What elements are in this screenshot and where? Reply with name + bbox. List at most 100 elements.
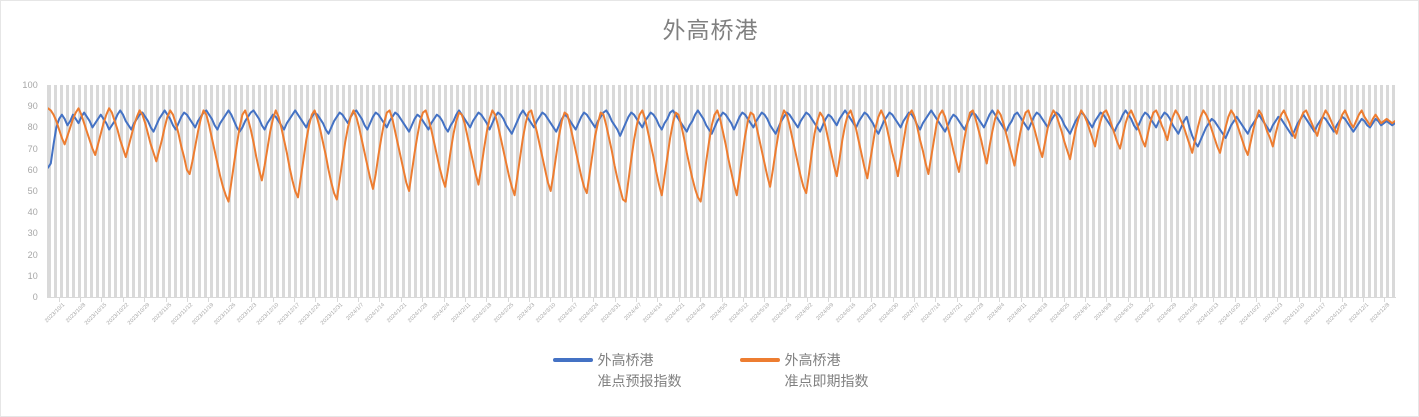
y-tick-label: 40 bbox=[27, 207, 38, 218]
x-tick-mark bbox=[721, 298, 723, 302]
x-tick-mark bbox=[251, 298, 253, 302]
x-tick-mark bbox=[464, 298, 466, 302]
x-tick-label: 2023/10/15 bbox=[84, 302, 109, 327]
x-tick-mark bbox=[1170, 298, 1172, 302]
x-tick-mark bbox=[1256, 298, 1258, 302]
x-tick-label: 2024/10/20 bbox=[1217, 302, 1242, 327]
x-tick-label: 2024/8/18 bbox=[1027, 302, 1050, 325]
x-tick-mark bbox=[507, 298, 509, 302]
x-tick-mark bbox=[828, 298, 830, 302]
x-tick-mark bbox=[678, 298, 680, 302]
x-tick-mark bbox=[892, 298, 894, 302]
legend-label-spot: 外高桥港 准点即期指数 bbox=[785, 350, 869, 392]
x-tick-label: 2024/6/23 bbox=[856, 302, 879, 325]
x-tick-mark bbox=[272, 298, 274, 302]
x-tick-mark bbox=[1341, 298, 1343, 302]
x-tick-mark bbox=[807, 298, 809, 302]
x-axis-labels: 2023/10/1 2023/10/8 2023/10/15 2023/10/22 20… bbox=[44, 302, 1395, 342]
legend-swatch-spot bbox=[739, 358, 780, 362]
x-tick-mark bbox=[186, 298, 188, 302]
y-tick-label: 10 bbox=[27, 270, 38, 281]
x-tick-mark bbox=[657, 298, 659, 302]
x-tick-label: 2024/8/11 bbox=[1006, 302, 1029, 324]
x-tick-mark bbox=[742, 298, 744, 302]
x-tick-mark bbox=[1084, 298, 1086, 302]
x-tick-mark bbox=[1277, 298, 1279, 302]
x-tick-mark bbox=[529, 298, 531, 302]
x-tick-label: 2023/11/12 bbox=[170, 302, 195, 327]
x-tick-label: 2024/4/7 bbox=[623, 302, 644, 322]
x-tick-mark bbox=[571, 298, 573, 302]
x-tick-label: 2024/3/10 bbox=[535, 302, 558, 325]
x-tick-label: 2024/9/15 bbox=[1112, 302, 1135, 325]
x-tick-mark bbox=[935, 298, 937, 302]
x-tick-label: 2024/2/11 bbox=[450, 302, 473, 324]
x-tick-label: 2024/4/28 bbox=[685, 302, 708, 325]
x-tick-mark bbox=[550, 298, 552, 302]
series-line-spot bbox=[48, 108, 1395, 201]
x-tick-mark bbox=[1149, 298, 1151, 302]
y-axis: 100 90 80 70 60 50 40 30 20 10 0 bbox=[1, 80, 43, 302]
y-tick-label: 100 bbox=[22, 80, 38, 90]
x-tick-label: 2024/11/24 bbox=[1324, 302, 1349, 327]
x-tick-mark bbox=[58, 298, 60, 302]
y-tick-label: 60 bbox=[27, 164, 38, 175]
x-tick-mark bbox=[400, 298, 402, 302]
x-tick-label: 2023/10/29 bbox=[127, 302, 152, 327]
x-tick-mark bbox=[80, 298, 82, 302]
y-tick-label: 30 bbox=[27, 228, 38, 239]
y-axis-line bbox=[47, 85, 48, 298]
x-tick-label: 2024/4/21 bbox=[663, 302, 686, 325]
x-tick-label: 2024/11/17 bbox=[1303, 302, 1328, 327]
legend-label-forecast-line1: 外高桥港 bbox=[597, 352, 654, 368]
x-tick-label: 2024/3/31 bbox=[599, 302, 622, 325]
y-tick-label: 50 bbox=[27, 186, 38, 196]
x-tick-label: 2024/1/28 bbox=[407, 302, 430, 325]
x-tick-mark bbox=[913, 298, 915, 302]
y-tick-label: 0 bbox=[32, 292, 38, 302]
legend-label-forecast: 外高桥港 准点预报指数 bbox=[598, 350, 682, 392]
legend-item-forecast[interactable]: 外高桥港 准点预报指数 bbox=[552, 350, 682, 392]
x-tick-mark bbox=[1362, 298, 1364, 302]
plot-area bbox=[48, 85, 1395, 297]
x-tick-label: 2024/2/4 bbox=[430, 302, 451, 322]
x-tick-label: 2023/12/10 bbox=[255, 302, 280, 327]
x-tick-mark bbox=[764, 298, 766, 302]
x-tick-mark bbox=[1063, 298, 1065, 302]
x-tick-label: 2024/6/30 bbox=[877, 302, 900, 325]
x-tick-mark bbox=[871, 298, 873, 302]
x-tick-label: 2024/6/2 bbox=[794, 302, 815, 322]
legend-label-spot-line1: 外高桥港 bbox=[784, 352, 841, 368]
x-tick-mark bbox=[1213, 298, 1215, 302]
x-tick-label: 2024/11/3 bbox=[1262, 302, 1285, 324]
x-axis-ticks bbox=[48, 298, 1395, 302]
x-tick-label: 2024/5/26 bbox=[770, 302, 793, 325]
x-tick-label: 2024/9/29 bbox=[1155, 302, 1178, 325]
x-tick-label: 2024/5/12 bbox=[727, 302, 751, 325]
x-tick-mark bbox=[1320, 298, 1322, 302]
x-tick-mark bbox=[379, 298, 381, 302]
x-tick-label: 2024/7/28 bbox=[963, 302, 986, 325]
x-tick-label: 2024/9/8 bbox=[1093, 302, 1114, 322]
x-tick-mark bbox=[1234, 298, 1236, 302]
x-tick-mark bbox=[999, 298, 1001, 302]
x-tick-mark bbox=[1127, 298, 1129, 302]
chart-title: 外高桥港 bbox=[662, 17, 759, 43]
x-tick-label: 2024/10/13 bbox=[1196, 302, 1221, 327]
x-tick-label: 2024/9/1 bbox=[1072, 302, 1093, 322]
x-tick-label: 2024/12/8 bbox=[1369, 302, 1392, 325]
y-tick-label: 90 bbox=[27, 101, 38, 112]
x-tick-label: 2024/3/24 bbox=[578, 302, 601, 325]
x-tick-mark bbox=[229, 298, 231, 302]
x-tick-label: 2023/11/19 bbox=[191, 302, 216, 327]
legend-item-spot[interactable]: 外高桥港 准点即期指数 bbox=[739, 350, 869, 392]
series-lines bbox=[48, 85, 1395, 297]
x-tick-label: 2024/7/7 bbox=[901, 302, 922, 322]
x-tick-mark bbox=[165, 298, 167, 302]
x-tick-label: 2024/2/18 bbox=[471, 302, 494, 325]
x-tick-mark bbox=[635, 298, 637, 302]
x-tick-label: 2024/7/21 bbox=[941, 302, 964, 325]
y-tick-label: 20 bbox=[27, 249, 38, 260]
legend-label-spot-line2: 准点即期指数 bbox=[784, 373, 869, 389]
